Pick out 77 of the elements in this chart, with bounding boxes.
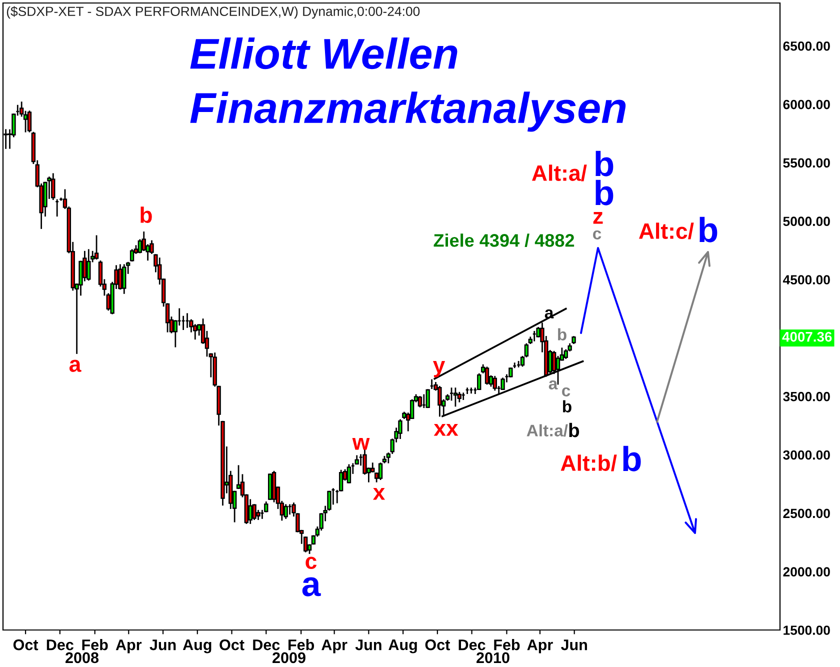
annotation: w xyxy=(352,438,370,450)
annotation: b xyxy=(569,422,580,438)
candlestick xyxy=(453,388,458,407)
text: 2009 xyxy=(272,652,306,664)
candlestick xyxy=(284,504,288,519)
x-tick-label: Oct xyxy=(13,639,38,650)
y-tick-label: 4500.00 xyxy=(782,275,830,284)
candlestick xyxy=(122,264,126,294)
candlestick xyxy=(500,378,505,390)
annotation: Alt:c/ xyxy=(639,222,694,240)
x-tick-label: Feb xyxy=(494,639,520,650)
annotation: b xyxy=(596,150,614,176)
candlestick xyxy=(418,396,422,408)
text: 4007.36 xyxy=(782,332,832,342)
x-tick-label: Apr xyxy=(322,640,348,654)
candlestick xyxy=(94,235,99,260)
candlestick xyxy=(484,366,490,385)
annotation: b xyxy=(140,206,152,223)
x-tick-label: Dec xyxy=(458,640,486,650)
annotation: c xyxy=(593,230,602,240)
y-tick-label: 6500.00 xyxy=(783,41,830,51)
x-tick-label: Jun xyxy=(150,640,176,650)
x-tick-label: Feb xyxy=(82,639,108,650)
text: 2008 xyxy=(66,652,99,664)
candlestick xyxy=(165,303,170,332)
x-tick-label: Dec xyxy=(46,640,74,650)
candlestick xyxy=(492,376,497,391)
candlestick xyxy=(398,419,402,439)
y-tick-label: 2000.00 xyxy=(783,567,830,576)
candlestick xyxy=(477,373,482,390)
candlestick xyxy=(82,250,87,282)
annotation: b xyxy=(558,328,566,340)
annotation: y xyxy=(432,361,446,378)
x-tick-label: Dec xyxy=(253,640,280,650)
candlestick xyxy=(426,389,430,408)
annotation: b xyxy=(700,216,718,242)
chart-title: ($SDXP-XET - SDAX PERFORMANCEINDEX,W) Dynamic,0:00-24:00 xyxy=(6,6,420,19)
y-tick-label: 2500.00 xyxy=(783,508,830,518)
candlestick xyxy=(118,264,122,290)
x-tick-label: Oct xyxy=(425,639,450,650)
annotation: a xyxy=(69,360,82,372)
candlestick xyxy=(346,464,352,484)
annotation: a xyxy=(548,380,558,390)
x-tick-label: Jun xyxy=(560,640,587,650)
y-tick-label: 5500.00 xyxy=(783,158,830,168)
x-tick-label: Apr xyxy=(116,640,142,654)
y-tick-label: 1500.00 xyxy=(784,626,830,635)
x-tick-label: Jun xyxy=(355,640,382,650)
annotation: a xyxy=(302,577,321,596)
x-tick-label: Apr xyxy=(527,640,553,654)
x-tick-label: Aug xyxy=(388,640,417,654)
candlestick xyxy=(27,110,32,132)
y-tick-label: 3500.00 xyxy=(783,392,830,402)
annotation: c xyxy=(562,387,570,396)
annotation: Alt:b/ xyxy=(560,454,617,472)
x-tick-label: Aug xyxy=(182,640,212,654)
annotation: z xyxy=(593,212,603,224)
y-tick-label: 5000.00 xyxy=(783,216,830,226)
annotation: b xyxy=(623,446,641,472)
y-tick-label: 6000.00 xyxy=(783,100,830,110)
annotation: b xyxy=(596,180,614,206)
x-tick-label: Oct xyxy=(220,639,244,650)
annotation: c xyxy=(306,556,317,569)
x-tick-label: Feb xyxy=(288,639,314,650)
annotation: Alt:a/ xyxy=(526,424,568,437)
annotation: x xyxy=(372,488,386,500)
annotation: xx xyxy=(434,424,458,436)
annotation: Alt:a/ xyxy=(532,164,587,182)
text: 2010 xyxy=(476,652,510,664)
candlestick xyxy=(51,173,56,200)
annotation: b xyxy=(563,400,572,412)
candlestick xyxy=(303,536,308,552)
text: Elliott Wellen Finanzmarktanalysen xyxy=(190,37,626,132)
y-tick-label: 3000.00 xyxy=(783,450,830,460)
annotation: Ziele 4394 / 4882 xyxy=(434,234,574,248)
candlestick xyxy=(86,249,91,281)
candlestick xyxy=(130,249,134,262)
